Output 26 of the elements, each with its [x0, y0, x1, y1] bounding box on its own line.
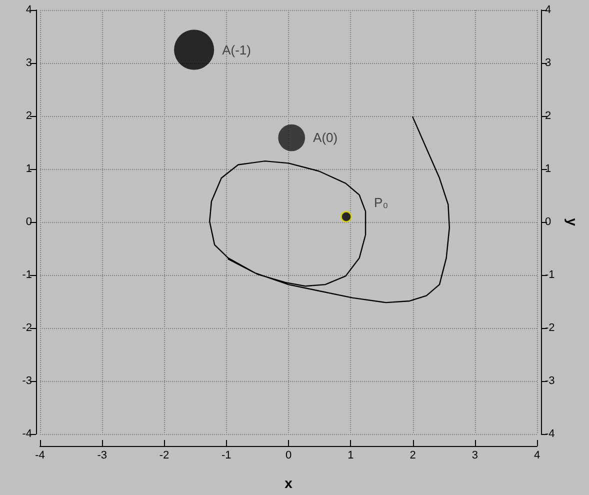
x-tick-label: 4	[534, 450, 540, 462]
y2-tick-label: -4	[545, 428, 555, 440]
y2-tick-label: 2	[545, 110, 552, 122]
x-axis-title: x	[284, 475, 293, 491]
y2-tick-label: 3	[545, 57, 552, 69]
y-tick-label: -1	[22, 269, 32, 281]
x-tick-label: 1	[348, 450, 354, 462]
x-tick-label: 3	[472, 450, 478, 462]
x-tick-label: -3	[97, 450, 108, 462]
y-tick-label: 2	[26, 110, 32, 122]
x-tick-label: 0	[285, 450, 292, 462]
series-label: A(0)	[313, 130, 338, 146]
series-label: A(-1)	[222, 42, 251, 58]
y-tick-label: -2	[22, 322, 32, 334]
x-tick-label: -1	[221, 450, 232, 462]
line-series	[209, 116, 450, 304]
y2-tick-label: 1	[545, 163, 552, 175]
x-tick-label: -2	[159, 450, 170, 462]
x-tick-label: -4	[35, 450, 45, 462]
y-tick-label: 1	[26, 163, 32, 175]
x-tick-label: 2	[410, 450, 416, 462]
y2-tick-label: -1	[545, 269, 555, 281]
series-label: P₀	[374, 195, 388, 210]
y2-tick-label: -2	[545, 322, 555, 334]
y2-axis-title: y	[564, 218, 581, 226]
y2-tick-label: -3	[545, 375, 555, 387]
